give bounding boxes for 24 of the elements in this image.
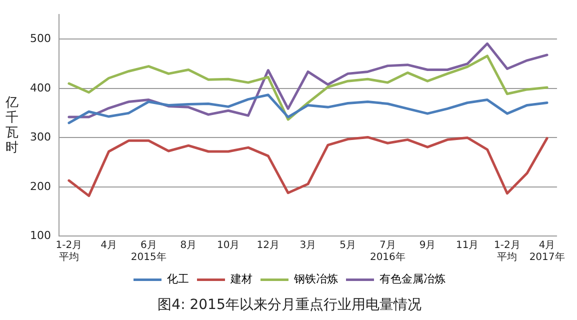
- legend-label: 钢铁冶炼: [293, 272, 338, 286]
- y-axis-title: 亿千瓦时: [4, 95, 18, 156]
- y-tick-label: 400: [30, 81, 51, 94]
- y-tick-label: 200: [30, 180, 51, 193]
- x-tick-label: 1-2月平均: [494, 240, 520, 263]
- text: 图4: 2015年以来分月重点行业用电量情况: [158, 297, 422, 314]
- x-tick-label: 4月 2017年: [529, 240, 565, 263]
- x-tick-label: 9月: [419, 240, 436, 251]
- legend-label: 有色金属冶炼: [380, 272, 446, 286]
- x-tick-label: 4月: [100, 240, 117, 251]
- y-tick-label: 500: [30, 32, 51, 46]
- legend-label: 化工: [167, 272, 189, 286]
- x-tick-label: 10月: [216, 240, 240, 251]
- x-tick-label: 8月: [180, 240, 197, 251]
- x-tick-label: 1-2月平均: [56, 240, 82, 263]
- x-tick-label: 6月 2015年: [130, 240, 166, 263]
- x-tick-label: 12月: [256, 240, 280, 251]
- y-tick-label: 100: [30, 229, 51, 242]
- legend-label: 建材: [230, 272, 252, 286]
- x-tick-label: 7月 2016年: [370, 240, 406, 263]
- x-tick-label: 3月: [300, 240, 316, 251]
- y-tick-label: 300: [30, 130, 51, 144]
- x-tick-label: 5月: [340, 240, 356, 251]
- x-tick-label: 11月: [456, 240, 479, 251]
